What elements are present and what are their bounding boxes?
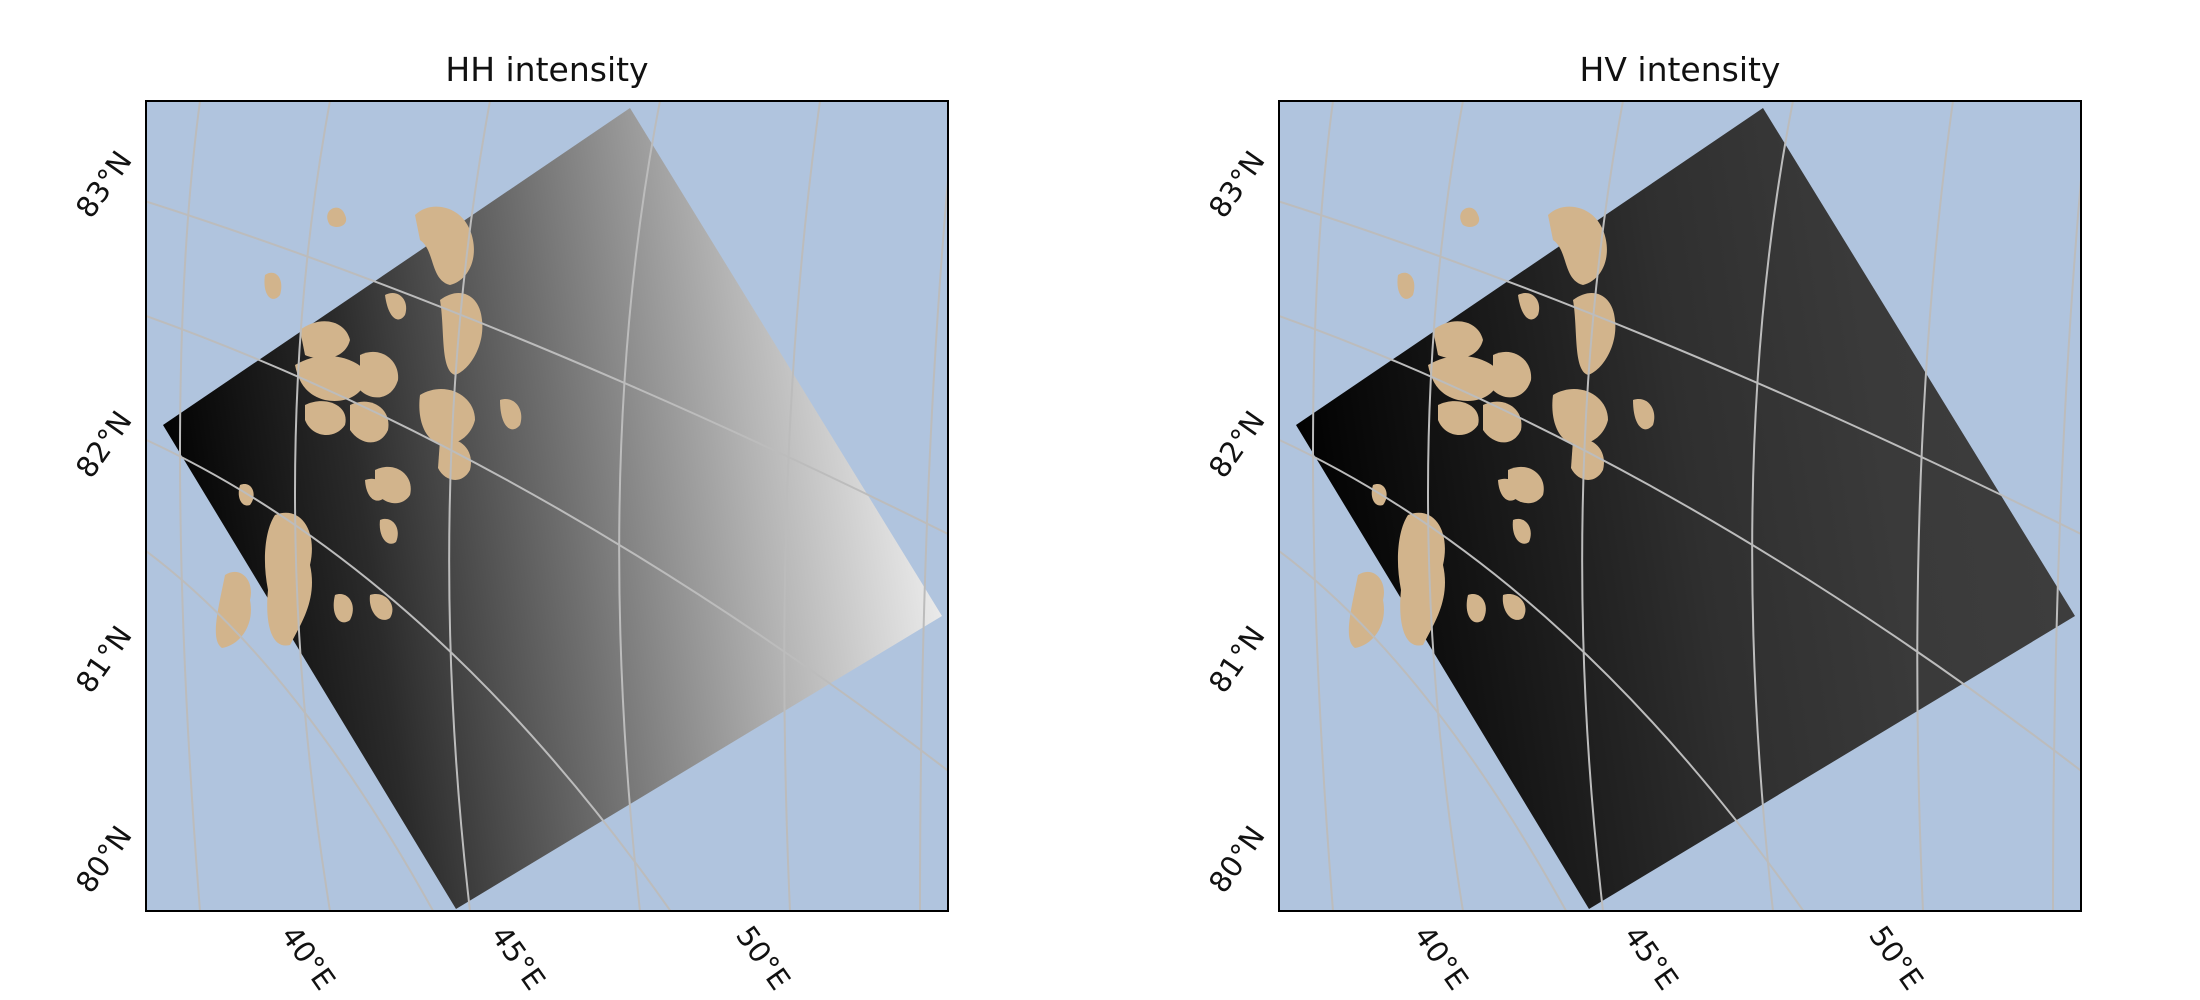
- longitude-tick-label: 45°E: [484, 920, 552, 997]
- island-shape: [365, 478, 385, 501]
- longitude-tick-label: 45°E: [1617, 920, 1685, 997]
- island-shape: [1466, 594, 1486, 623]
- island-shape: [1502, 594, 1526, 620]
- graticule: [1279, 101, 2081, 911]
- island-shape: [1428, 355, 1499, 401]
- latitude-tick-label: 82°N: [1202, 405, 1272, 484]
- island-shape: [1552, 389, 1608, 444]
- island-shape: [300, 321, 350, 359]
- longitude-gridline: [1581, 101, 1624, 911]
- longitude-gridline: [2052, 179, 2081, 911]
- island-shape: [1433, 321, 1483, 359]
- longitude-tick-label: 40°E: [1407, 920, 1475, 997]
- map-frame: [1278, 100, 2082, 912]
- island-shape: [295, 355, 366, 401]
- hh-map: 83°N 82°N 81°N 80°N 40°E 45°E 50°E: [69, 100, 949, 997]
- island-shape: [440, 292, 483, 375]
- island-shape: [1518, 292, 1540, 320]
- island-shape: [415, 206, 474, 285]
- latitude-gridline: [1279, 314, 2081, 773]
- island-shape: [369, 594, 393, 620]
- latitude-gridline: [1279, 438, 1805, 911]
- latitude-tick-label: 80°N: [69, 820, 139, 899]
- latitude-tick-label: 81°N: [69, 620, 139, 699]
- longitude-tick-label: 50°E: [729, 920, 797, 997]
- island-shape: [1348, 571, 1384, 648]
- island-shape: [1397, 272, 1415, 299]
- longitude-gridline: [783, 101, 821, 911]
- latitude-gridline: [146, 314, 948, 773]
- longitude-tick-label: 40°E: [274, 920, 342, 997]
- sar-image-swath: [1296, 108, 2075, 909]
- latitude-gridline: [146, 438, 672, 911]
- latitude-gridline: [146, 549, 435, 911]
- island-shape: [438, 439, 471, 480]
- land-islands: [1348, 206, 1655, 648]
- island-shape: [1483, 401, 1522, 443]
- longitude-gridline: [1916, 101, 1954, 911]
- island-shape: [1571, 439, 1604, 480]
- longitude-gridline: [1751, 101, 1794, 911]
- graticule: [146, 101, 948, 911]
- island-shape: [1371, 484, 1387, 506]
- sar-image-swath: [163, 108, 942, 909]
- island-shape: [419, 389, 475, 444]
- latitude-tick-label: 83°N: [1202, 145, 1272, 224]
- longitude-gridline: [1312, 101, 1334, 911]
- island-shape: [385, 292, 407, 320]
- island-shape: [1498, 478, 1518, 501]
- latitude-tick-label: 83°N: [69, 145, 139, 224]
- latitude-gridline: [1279, 200, 2081, 536]
- latitude-gridline: [1279, 549, 1568, 911]
- longitude-gridline: [448, 101, 491, 911]
- island-shape: [333, 594, 353, 623]
- island-shape: [1633, 399, 1655, 430]
- island-shape: [379, 518, 398, 544]
- hv-intensity-panel: HV intensity 83°N 82°N 81°N 80°N 40°E 45°E 50°…: [1133, 0, 2133, 1000]
- island-shape: [264, 512, 312, 646]
- island-shape: [350, 401, 389, 443]
- hv-map: 83°N 82°N 81°N 80°N 40°E 45°E 50°E: [1202, 100, 2082, 997]
- panel-title-hh: HH intensity: [445, 50, 649, 89]
- island-shape: [264, 272, 282, 299]
- land-islands: [215, 206, 522, 648]
- longitude-gridline: [179, 101, 201, 911]
- island-shape: [1573, 292, 1616, 375]
- island-shape: [1512, 518, 1531, 544]
- longitude-tick-label: 50°E: [1862, 920, 1930, 997]
- latitude-tick-label: 82°N: [69, 405, 139, 484]
- latitude-tick-label: 80°N: [1202, 820, 1272, 899]
- island-shape: [360, 351, 399, 398]
- island-shape: [327, 207, 347, 227]
- panel-title-hv: HV intensity: [1579, 50, 1781, 89]
- island-shape: [238, 484, 254, 506]
- longitude-gridline: [919, 179, 948, 911]
- island-shape: [500, 399, 522, 430]
- longitude-gridline: [1427, 101, 1464, 911]
- island-shape: [215, 571, 251, 648]
- map-frame: [145, 100, 949, 912]
- latitude-tick-label: 81°N: [1202, 620, 1272, 699]
- island-shape: [1493, 351, 1532, 398]
- island-shape: [1460, 207, 1480, 227]
- longitude-gridline: [618, 101, 661, 911]
- longitude-gridline: [294, 101, 331, 911]
- island-shape: [305, 401, 346, 436]
- island-shape: [1397, 512, 1445, 646]
- hh-intensity-panel: HH intensity 83°N 82°N 81°N 80°N 40°E 45°E 50°…: [0, 0, 1000, 1000]
- latitude-gridline: [146, 200, 948, 536]
- island-shape: [1438, 401, 1479, 436]
- island-shape: [1548, 206, 1607, 285]
